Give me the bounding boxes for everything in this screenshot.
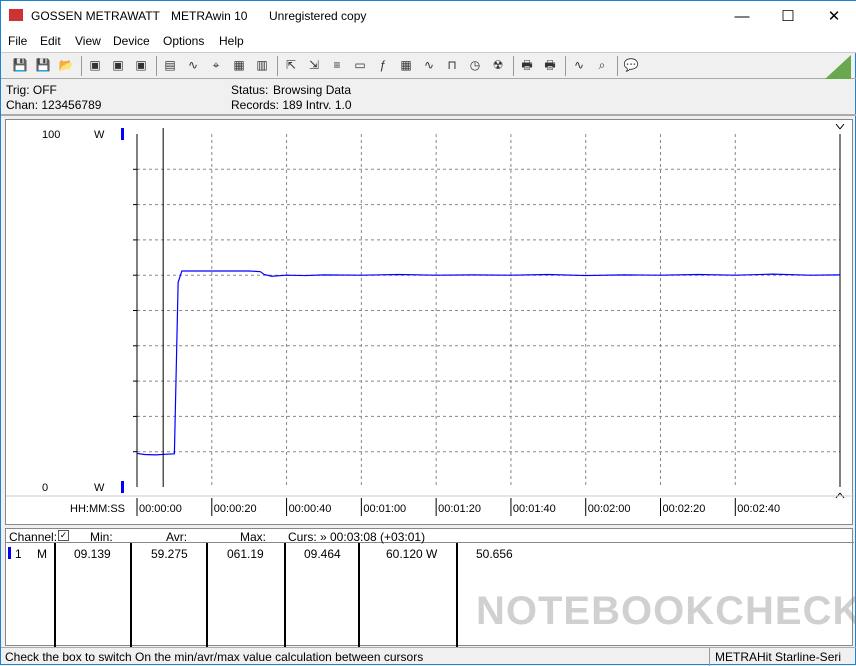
channel-mode: M: [37, 547, 47, 561]
x-tick-label: 00:02:20: [663, 503, 706, 515]
menu-bar: File Edit View Device Options Help: [1, 32, 856, 52]
x-tick-label: 00:01:20: [438, 503, 481, 515]
y-unit-top: W: [94, 129, 105, 141]
app-title: GOSSEN METRAWATT: [31, 9, 160, 23]
cursor-value-3: 50.656: [476, 547, 513, 561]
wave-icon[interactable]: ∿: [423, 58, 435, 72]
cursor-unit: W: [426, 547, 438, 561]
import-icon[interactable]: ⇲: [308, 58, 320, 72]
app-icon: [9, 9, 23, 21]
records-info: Records: 189 Intrv. 1.0: [231, 98, 352, 112]
menu-view[interactable]: View: [75, 34, 101, 48]
channel-number: 1: [15, 547, 22, 561]
x-tick-label: 00:01:40: [513, 503, 556, 515]
x-tick-label: 00:00:40: [289, 503, 332, 515]
table-icon[interactable]: ▦: [233, 58, 245, 72]
list-icon[interactable]: ▤: [164, 58, 176, 72]
scroll-up-arrow: [835, 123, 841, 130]
title-bar: GOSSEN METRAWATT METRAwin 10 Unregistere…: [1, 1, 856, 32]
print-preview-icon[interactable]: 🖶: [544, 58, 556, 72]
crosshair-icon[interactable]: ⌖: [212, 58, 220, 72]
maximize-button[interactable]: ☐: [781, 8, 795, 25]
menu-options[interactable]: Options: [163, 34, 205, 48]
x-tick-label: 00:02:00: [588, 503, 631, 515]
series-line: [136, 270, 841, 456]
cursor-header: Curs: » 00:03:08 (+03:01): [288, 530, 426, 544]
statistics-table: Channel: ✓ Min: Avr: Max: Curs: » 00:03:…: [5, 528, 856, 647]
info-panel: Trig: OFF Chan: 123456789 Status: Browsi…: [1, 80, 856, 116]
avr-value: 59.275: [151, 547, 188, 561]
print-icon[interactable]: 🖶: [521, 58, 533, 72]
pulse-icon[interactable]: ⊓: [447, 58, 457, 72]
data-icon[interactable]: ≡: [333, 58, 341, 72]
minimize-button[interactable]: —: [734, 8, 750, 25]
zoom-wave-icon[interactable]: ∿: [573, 58, 585, 72]
function-icon[interactable]: ƒ: [379, 58, 387, 72]
device-read-icon[interactable]: ▣: [89, 58, 101, 72]
scale-marker-bottom: [121, 481, 124, 493]
watermark-logo: NOTEBOOKCHECK: [476, 589, 856, 633]
channel-header: Channel:: [9, 530, 58, 544]
x-tick-label: 00:02:40: [737, 503, 780, 515]
close-button[interactable]: ✕: [827, 8, 841, 25]
cursor-value-1: 09.464: [304, 547, 341, 561]
menu-file[interactable]: File: [8, 34, 28, 48]
zoom-icon[interactable]: ⌕: [598, 58, 606, 72]
min-header: Min:: [90, 530, 113, 544]
x-axis-label: HH:MM:SS: [70, 503, 125, 515]
bar-icon[interactable]: ▥: [256, 58, 268, 72]
status-label: Status:: [231, 83, 269, 97]
scale-marker-top: [121, 128, 124, 140]
open-icon[interactable]: 📂: [58, 58, 74, 72]
status-bar: Check the box to switch On the min/avr/m…: [1, 647, 856, 666]
device-name: METRAHit Starline-Seri: [715, 650, 842, 664]
minmax-checkbox[interactable]: ✓: [58, 530, 69, 541]
x-tick-label: 00:01:00: [363, 503, 406, 515]
x-tick-label: 00:00:20: [214, 503, 257, 515]
chart-icon[interactable]: ∿: [187, 58, 199, 72]
clock-icon[interactable]: ◷: [469, 58, 481, 72]
device-stop-icon[interactable]: ▣: [112, 58, 124, 72]
max-value: 061.19: [227, 547, 264, 561]
activity-indicator: [825, 55, 851, 79]
menu-device[interactable]: Device: [113, 34, 150, 48]
y-tick-label-min: 0: [42, 482, 48, 494]
channel-list: Chan: 123456789: [6, 98, 102, 112]
save-as-icon[interactable]: 💾: [35, 58, 51, 72]
toolbar: 💾 💾 📂 ▣ ▣ ▣ ▤ ∿ ⌖ ▦ ▥ ⇱ ⇲ ≡ ▭ ƒ ▦ ∿ ⊓ ◷ ☢ 🖶 🖶 ∿ ⌕ 💬: [1, 52, 856, 79]
comment-icon[interactable]: 💬: [623, 58, 639, 72]
menu-help[interactable]: Help: [219, 34, 244, 48]
status-hint: Check the box to switch On the min/avr/m…: [5, 650, 424, 664]
export-icon[interactable]: ⇱: [285, 58, 297, 72]
power-chart[interactable]: 00:00:00 00:00:20 00:00:40 00:01:00 00:01:20…: [6, 120, 854, 526]
chart-panel: 00:00:00 00:00:20 00:00:40 00:01:00 00:01:20…: [5, 119, 854, 526]
trigger-icon[interactable]: ☢: [492, 58, 504, 72]
monitor-icon[interactable]: ▭: [354, 58, 366, 72]
product-title: METRAwin 10: [171, 9, 248, 23]
avr-header: Avr:: [166, 530, 188, 544]
y-tick-label-max: 100: [42, 129, 60, 141]
calc-icon[interactable]: ▦: [400, 58, 412, 72]
save-icon[interactable]: 💾: [12, 58, 28, 72]
status-value: Browsing Data: [273, 83, 352, 97]
x-tick-label: 00:00:00: [139, 503, 182, 515]
channel-color: [8, 547, 11, 559]
device-memory-icon[interactable]: ▣: [135, 58, 147, 72]
menu-edit[interactable]: Edit: [40, 34, 61, 48]
y-unit-bottom: W: [94, 482, 105, 494]
trigger-status: Trig: OFF: [6, 83, 57, 97]
scroll-up-arrow: [839, 123, 845, 130]
license-title: Unregistered copy: [269, 9, 367, 23]
max-header: Max:: [240, 530, 267, 544]
min-value: 09.139: [74, 547, 111, 561]
cursor-value-2: 60.120: [386, 547, 423, 561]
